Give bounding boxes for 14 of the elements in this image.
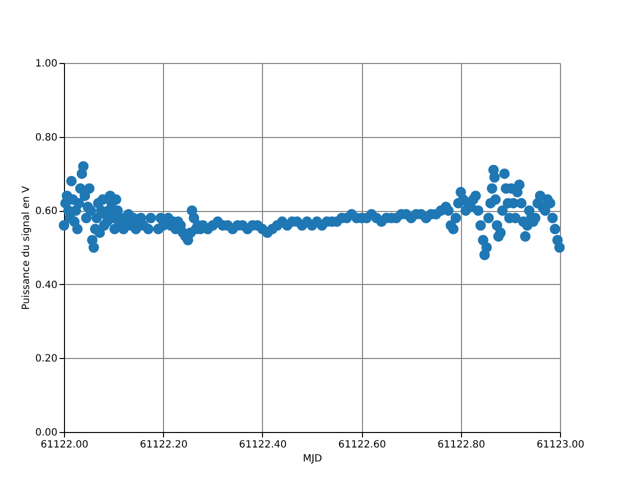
y-tick-label: 0.40: [35, 280, 58, 291]
x-tick-label: 61122.80: [437, 440, 486, 450]
x-tick-label: 61122.00: [40, 440, 88, 450]
y-tick-label: 0.60: [35, 206, 58, 218]
x-tick-label: 61122.40: [239, 440, 287, 450]
y-tick-label: 1.00: [35, 58, 58, 70]
y-axis-title: Puissance du signal en V: [21, 186, 32, 310]
x-tick-label: 61122.60: [338, 440, 386, 450]
y-tick-label: 0.80: [35, 132, 58, 144]
x-tick-label: 61123.00: [536, 440, 584, 450]
y-tick-label: 0.20: [35, 354, 58, 365]
y-tick-label: 0.00: [35, 428, 58, 438]
x-tick-label: 61122.20: [140, 440, 188, 450]
x-axis-title: MJD: [302, 454, 322, 464]
